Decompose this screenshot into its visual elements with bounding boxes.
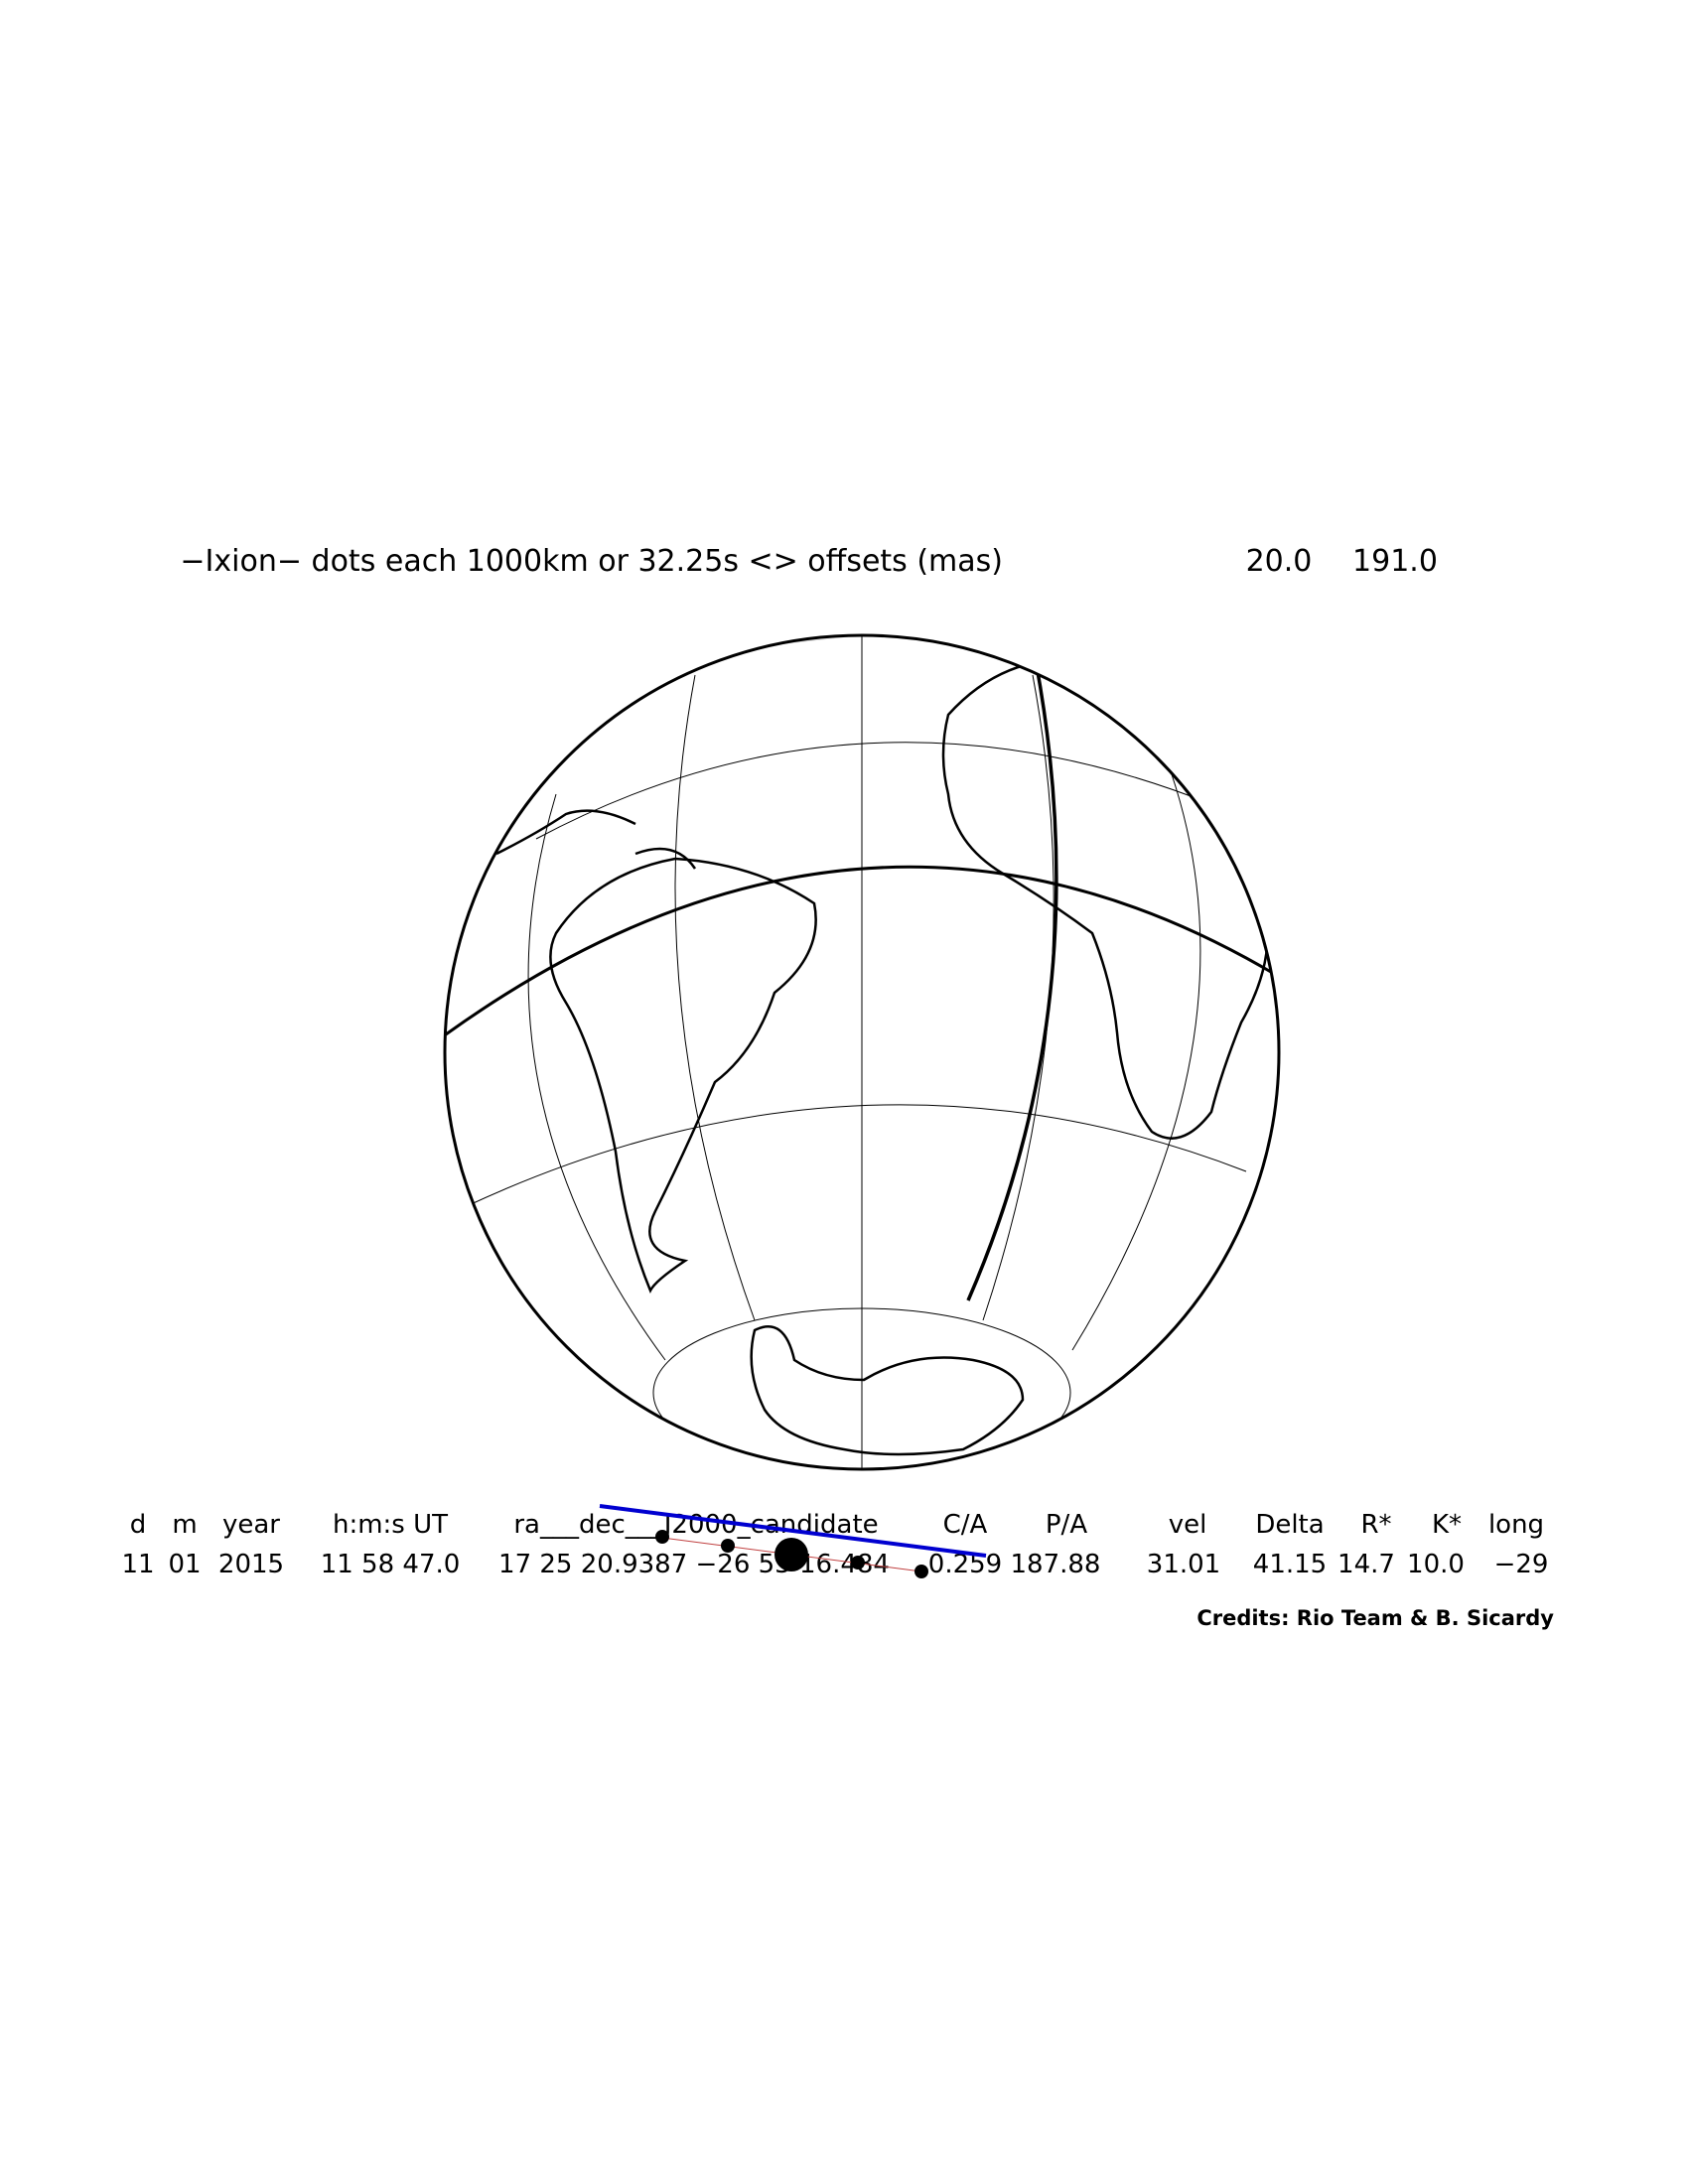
prediction-table: d m year h:m:s UT ra___dec___J2000_candidate…	[121, 1510, 1548, 1579]
offset-ra: 20.0	[1246, 544, 1313, 579]
track-dot-center	[774, 1538, 808, 1571]
shadow-path	[966, 644, 1058, 1301]
header-cell: d	[130, 1510, 147, 1540]
header-cell: m	[172, 1510, 197, 1540]
value-cell: 17 25 20.9387 −26 53 16.484	[498, 1550, 890, 1579]
credits: Credits: Rio Team & B. Sicardy	[1196, 1606, 1554, 1630]
header-cell: vel	[1169, 1510, 1207, 1540]
track-dot	[914, 1565, 928, 1578]
value-cell: 10.0	[1407, 1550, 1465, 1579]
header-cell: year	[222, 1510, 280, 1540]
globe	[443, 633, 1281, 1471]
value-cell: −29	[1494, 1550, 1549, 1579]
header-cell: K*	[1432, 1510, 1462, 1540]
title: −Ixion− dots each 1000km or 32.25s <> of…	[180, 544, 1003, 579]
equator	[445, 865, 1279, 1036]
blue-track	[599, 1504, 987, 1558]
value-cell: 41.15	[1253, 1550, 1327, 1579]
header-cell: long	[1488, 1510, 1544, 1540]
header-cell: P/A	[1046, 1510, 1087, 1540]
value-cell: 31.01	[1147, 1550, 1220, 1579]
header-cell: C/A	[943, 1510, 988, 1540]
track-dot	[851, 1556, 865, 1570]
header-cell: R*	[1360, 1510, 1391, 1540]
track-dot	[655, 1530, 669, 1544]
chord-track	[599, 1504, 987, 1578]
track-dot	[721, 1539, 735, 1553]
value-cell: 11	[121, 1550, 154, 1579]
value-cell: 187.88	[1011, 1550, 1101, 1579]
value-cell: 14.7	[1337, 1550, 1395, 1579]
value-cell: 01	[168, 1550, 201, 1579]
value-cell: 2015	[218, 1550, 284, 1579]
header-cell: Delta	[1255, 1510, 1324, 1540]
header-cell: h:m:s UT	[333, 1510, 448, 1540]
offset-dec: 191.0	[1352, 544, 1438, 579]
value-cell: 11 58 47.0	[321, 1550, 461, 1579]
